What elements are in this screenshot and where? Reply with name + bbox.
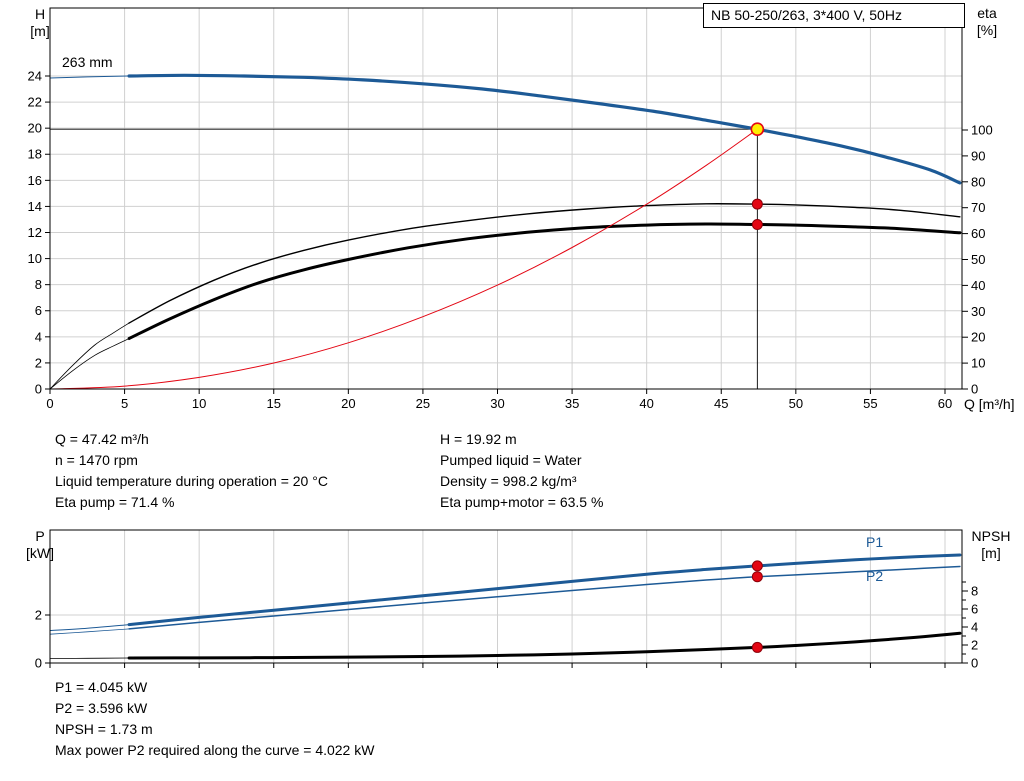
left-tick-label: 4	[35, 329, 42, 344]
series-p1-low-flow	[49, 624, 130, 632]
series-p2	[128, 565, 961, 630]
duty-info-right-column: H = 19.92 m Pumped liquid = Water Densit…	[440, 429, 603, 513]
p1-point	[751, 560, 763, 572]
right-tick-label: 70	[971, 200, 985, 215]
right-tick-label: 50	[971, 252, 985, 267]
eta-pump-point	[751, 198, 763, 210]
right-tick-label: 90	[971, 148, 985, 163]
right-tick-label: 100	[971, 123, 993, 138]
left-tick-label: 6	[35, 303, 42, 318]
x-tick-label: 55	[863, 396, 877, 411]
info-line-pumped-liquid: Pumped liquid = Water	[440, 452, 582, 468]
info-line-head: H = 19.92 m	[440, 431, 517, 447]
series-eta-pump-motor	[127, 222, 962, 340]
x-tick-label: 0	[46, 396, 53, 411]
info-line-p1: P1 = 4.045 kW	[55, 679, 148, 695]
left-tick-label: 0	[35, 382, 42, 397]
info-line-eta-pump: Eta pump = 71.4 %	[55, 494, 175, 510]
eta-axis-title-line1: eta	[977, 5, 997, 21]
x-tick-label: 30	[490, 396, 504, 411]
duty-info-left-column: Q = 47.42 m³/h n = 1470 rpm Liquid tempe…	[55, 429, 328, 513]
right-tick-label: 10	[971, 356, 985, 371]
x-tick-label: 35	[565, 396, 579, 411]
series-eta-pump	[128, 203, 961, 324]
series-system-curve	[49, 128, 758, 390]
x-tick-label: 45	[714, 396, 728, 411]
x-tick-label: 25	[416, 396, 430, 411]
left-tick-label: 14	[28, 199, 42, 214]
power-info-column: P1 = 4.045 kW P2 = 3.596 kW NPSH = 1.73 …	[55, 677, 374, 761]
info-line-npsh: NPSH = 1.73 m	[55, 721, 153, 737]
x-tick-label: 60	[938, 396, 952, 411]
series-npsh	[127, 631, 962, 660]
x-tick-label: 10	[192, 396, 206, 411]
pump-model-title-box: NB 50-250/263, 3*400 V, 50Hz	[703, 3, 965, 28]
npsh-axis-title-line1: NPSH	[972, 528, 1011, 544]
eta-axis-title-line2: [%]	[977, 22, 997, 38]
info-line-p2: P2 = 3.596 kW	[55, 700, 148, 716]
p1-curve-label: P1	[866, 534, 883, 550]
right-tick-label: 8	[971, 584, 978, 599]
left-tick-label: 18	[28, 147, 42, 162]
plot-border	[49, 529, 963, 664]
p2-point	[751, 571, 763, 583]
series-head-curve-low-flow	[49, 75, 130, 79]
left-tick-label: 2	[35, 608, 42, 623]
right-tick-label: 0	[971, 656, 978, 671]
x-tick-label: 40	[639, 396, 653, 411]
series-npsh-low-flow	[49, 657, 130, 659]
left-tick-label: 24	[28, 68, 42, 83]
right-tick-label: 6	[971, 602, 978, 617]
duty-point[interactable]	[750, 122, 765, 137]
impeller-diameter-label: 263 mm	[62, 54, 113, 70]
left-tick-label: 0	[35, 656, 42, 671]
info-line-density: Density = 998.2 kg/m³	[440, 473, 577, 489]
left-tick-label: 8	[35, 277, 42, 292]
left-tick-label: 20	[28, 121, 42, 136]
left-tick-label: 22	[28, 95, 42, 110]
power-axis-title-line2: [kW]	[26, 545, 54, 561]
series-head-curve-263mm	[127, 73, 962, 185]
left-tick-label: 10	[28, 251, 42, 266]
npsh-axis-title-line2: [m]	[981, 545, 1000, 561]
left-tick-label: 12	[28, 225, 42, 240]
x-tick-label: 15	[267, 396, 281, 411]
info-line-max-power: Max power P2 required along the curve = …	[55, 742, 375, 758]
right-tick-label: 20	[971, 330, 985, 345]
right-tick-label: 40	[971, 278, 985, 293]
info-line-eta-pump-motor: Eta pump+motor = 63.5 %	[440, 494, 604, 510]
info-line-flow: Q = 47.42 m³/h	[55, 431, 149, 447]
right-tick-label: 60	[971, 226, 985, 241]
chart-layers: 0 5 10 15 20 25 30 35 40 45 50 55 600246810121416182…	[28, 7, 993, 671]
series-p2-low-flow	[49, 628, 130, 635]
left-tick-label: 2	[35, 355, 42, 370]
series-eta-pump-motor-low-flow	[49, 338, 130, 390]
right-tick-label: 30	[971, 304, 985, 319]
head-axis-title-line1: H	[35, 6, 45, 22]
plot-border	[49, 7, 963, 390]
left-tick-label: 16	[28, 173, 42, 188]
info-line-speed: n = 1470 rpm	[55, 452, 138, 468]
right-tick-label: 0	[971, 382, 978, 397]
npsh-point	[751, 641, 763, 653]
series-eta-pump-low-flow	[49, 322, 130, 390]
head-axis-title-line2: [m]	[30, 23, 49, 39]
right-tick-label: 4	[971, 620, 978, 635]
x-tick-label: 20	[341, 396, 355, 411]
p2-curve-label: P2	[866, 568, 883, 584]
pump-model-label: NB 50-250/263, 3*400 V, 50Hz	[711, 7, 902, 23]
right-tick-label: 80	[971, 174, 985, 189]
x-tick-label: 50	[789, 396, 803, 411]
eta-pump-motor-point	[751, 219, 763, 231]
flow-axis-title: Q [m³/h]	[964, 396, 1015, 412]
info-line-liquid-temp: Liquid temperature during operation = 20…	[55, 473, 328, 489]
power-axis-title-line1: P	[35, 528, 44, 544]
series-p1	[127, 553, 962, 627]
right-tick-label: 2	[971, 638, 978, 653]
x-tick-label: 5	[121, 396, 128, 411]
